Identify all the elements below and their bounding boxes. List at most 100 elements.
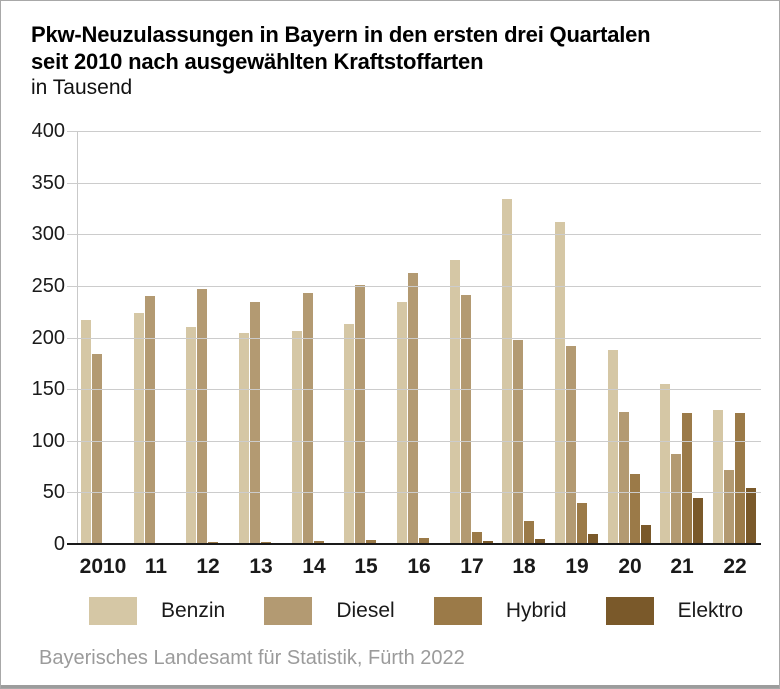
x-axis-baseline (67, 543, 761, 545)
bar-diesel-13 (249, 302, 260, 544)
bar-group-2010 (81, 131, 125, 544)
x-axis-label-21: 21 (670, 555, 694, 578)
legend-item-hybrid: Hybrid (433, 597, 567, 625)
y-axis-tick (67, 183, 77, 184)
gridline (77, 441, 761, 442)
bar-benzin-15 (344, 324, 355, 544)
bar-hybrid-19 (576, 503, 587, 544)
bar-hybrid-18 (524, 521, 535, 544)
y-axis-label: 350 (31, 172, 65, 194)
bar-diesel-18 (513, 340, 524, 544)
page-title-line-1: Pkw-Neuzulassungen in Bayern in den erst… (31, 22, 651, 47)
gridline (77, 338, 761, 339)
x-axis-label-22: 22 (723, 555, 747, 578)
bar-benzin-16 (396, 302, 407, 544)
bar-benzin-17 (449, 260, 460, 544)
y-axis-label: 0 (53, 533, 65, 555)
x-axis-label-15: 15 (354, 555, 378, 578)
bar-diesel-2010 (92, 354, 102, 544)
bar-elektro-19 (587, 534, 598, 544)
legend-item-diesel: Diesel (264, 597, 395, 625)
x-axis-label-11: 11 (144, 555, 168, 578)
bar-group-18 (502, 131, 546, 544)
bar-elektro-20 (640, 525, 651, 544)
bar-hybrid-15 (366, 540, 377, 544)
y-axis-tick (67, 286, 77, 287)
bar-elektro-18 (535, 539, 546, 544)
y-axis-tick (67, 234, 77, 235)
y-axis-label: 150 (31, 378, 65, 400)
y-axis-label: 100 (31, 430, 65, 452)
gridline (77, 183, 761, 184)
y-axis-label: 50 (42, 481, 65, 503)
bar-group-17 (449, 131, 494, 544)
bar-diesel-15 (355, 285, 366, 544)
bottom-divider-bar (1, 685, 779, 688)
chart-header: Pkw-Neuzulassungen in Bayern in den erst… (31, 21, 761, 101)
bar-diesel-22 (723, 470, 734, 544)
bar-benzin-2010 (81, 320, 91, 544)
bar-diesel-11 (144, 296, 155, 544)
legend-swatch-benzin (89, 597, 137, 625)
bar-hybrid-20 (629, 474, 640, 544)
legend: Benzin Diesel Hybrid Elektro (89, 597, 743, 625)
gridline (77, 234, 761, 235)
gridline (77, 286, 761, 287)
y-axis-label: 300 (31, 223, 65, 245)
bar-group-21 (660, 131, 704, 544)
legend-label-hybrid: Hybrid (505, 599, 567, 622)
bar-diesel-19 (565, 346, 576, 544)
bar-elektro-21 (693, 498, 704, 544)
bar-group-19 (554, 131, 599, 544)
gridline (77, 131, 761, 132)
bar-hybrid-16 (418, 538, 429, 544)
bar-diesel-17 (460, 295, 471, 544)
bar-group-11 (133, 131, 178, 544)
y-axis-tick (67, 131, 77, 132)
y-axis-tick (67, 492, 77, 493)
x-axis-label-18: 18 (512, 555, 536, 578)
bar-benzin-20 (607, 350, 618, 544)
bar-group-15 (344, 131, 388, 544)
bar-group-14 (291, 131, 336, 544)
bar-diesel-14 (302, 293, 313, 544)
bar-diesel-21 (671, 454, 682, 544)
x-axis-label-2010: 2010 (79, 555, 127, 578)
bar-groups (77, 131, 761, 544)
y-axis-label: 250 (31, 275, 65, 297)
x-axis-label-14: 14 (302, 555, 326, 578)
x-axis-label-13: 13 (249, 555, 273, 578)
chart-unit-label: in Tausend (31, 76, 133, 99)
x-axis-label-17: 17 (460, 555, 484, 578)
bar-diesel-20 (618, 412, 629, 544)
legend-item-benzin: Benzin (89, 597, 225, 625)
bar-benzin-22 (712, 410, 723, 544)
legend-label-elektro: Elektro (677, 599, 743, 622)
bar-benzin-11 (133, 313, 144, 544)
y-axis-line (77, 131, 78, 544)
legend-swatch-elektro (605, 597, 654, 625)
bar-hybrid-21 (682, 413, 693, 544)
x-axis-label-19: 19 (565, 555, 589, 578)
gridline (77, 389, 761, 390)
y-axis-label: 200 (31, 327, 65, 349)
y-axis-label: 400 (31, 120, 65, 142)
x-axis-label-16: 16 (407, 555, 431, 578)
plot-area (67, 131, 761, 545)
legend-label-diesel: Diesel (336, 599, 395, 622)
bar-hybrid-17 (471, 532, 482, 544)
bar-diesel-12 (197, 289, 208, 544)
legend-item-elektro: Elektro (605, 597, 743, 625)
bar-elektro-22 (745, 488, 756, 544)
bar-diesel-16 (407, 273, 418, 544)
y-axis-tick (67, 441, 77, 442)
bar-benzin-14 (291, 331, 302, 544)
bar-hybrid-14 (313, 541, 324, 544)
bar-benzin-19 (554, 222, 565, 544)
bar-group-22 (712, 131, 757, 544)
bar-elektro-17 (482, 541, 493, 544)
legend-swatch-hybrid (433, 597, 482, 625)
bar-benzin-13 (238, 333, 249, 544)
x-axis-label-12: 12 (196, 555, 220, 578)
